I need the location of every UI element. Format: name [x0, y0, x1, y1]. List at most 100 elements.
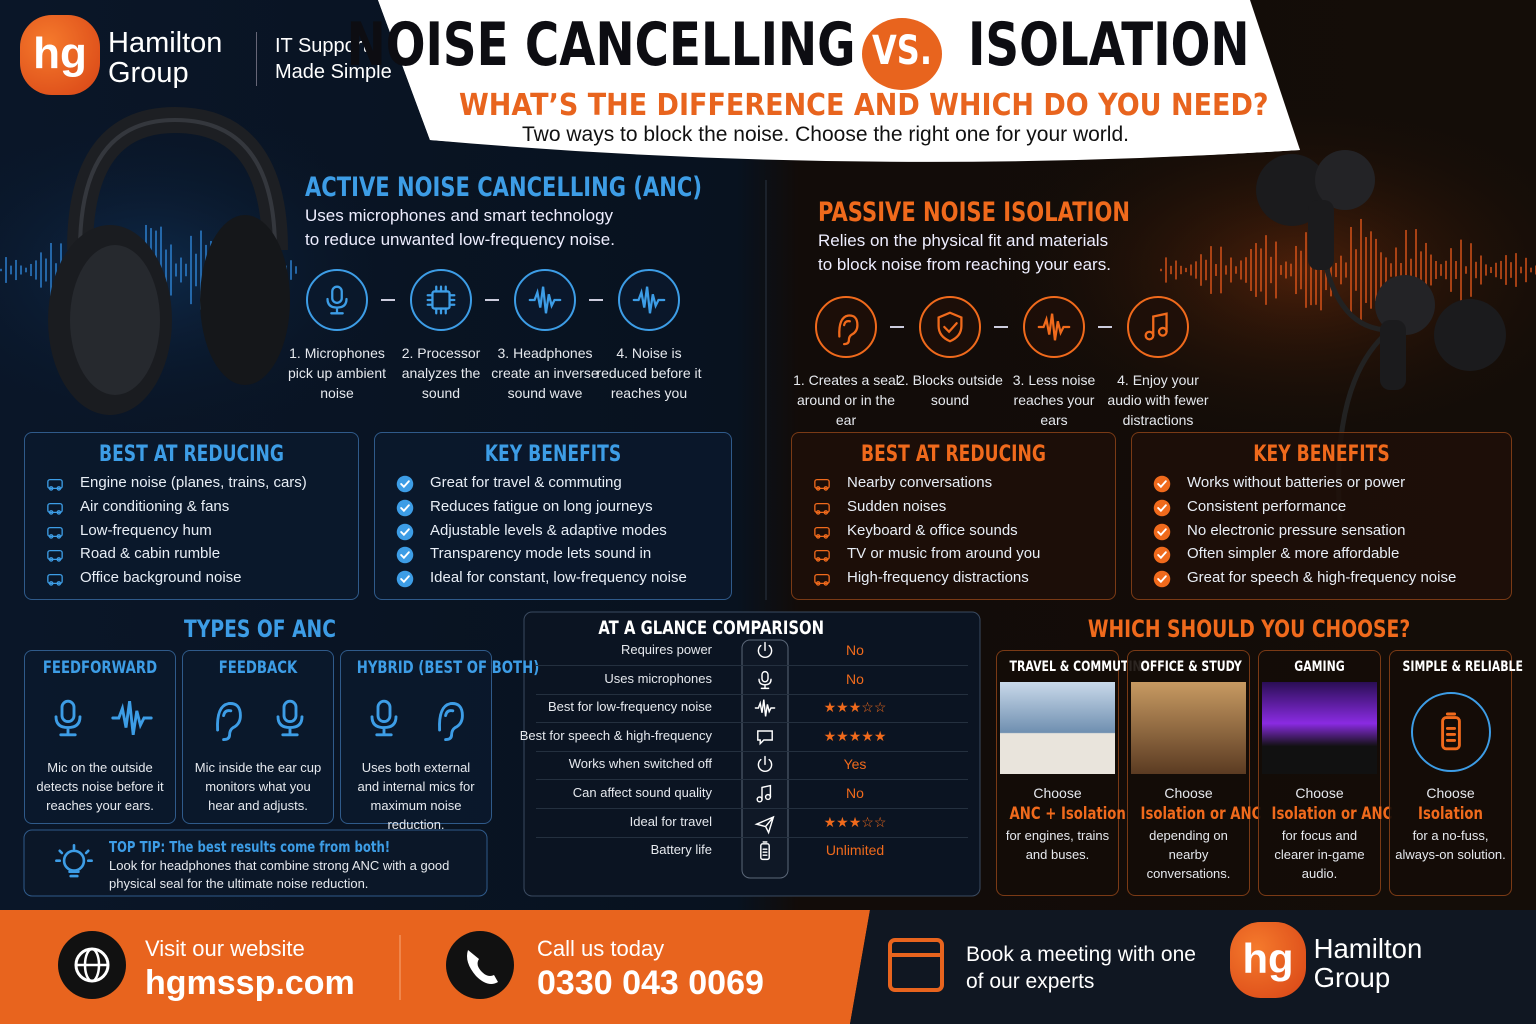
tip-icon-glyph — [55, 843, 93, 878]
choice-prefix: Choose — [1033, 785, 1082, 801]
list-item: Works without batteries or power — [1187, 474, 1406, 491]
choice-prefix: Choose — [1164, 785, 1213, 801]
wave-bar — [1385, 257, 1387, 283]
key-benefits-panel — [1131, 432, 1512, 600]
section-description: Relies on the physical fit and materials — [818, 231, 1109, 250]
step-arrow — [994, 326, 1008, 328]
wave-bar — [1455, 261, 1457, 279]
step-icon-glyph — [1144, 312, 1168, 341]
item-icon-glyph — [47, 574, 63, 586]
step-icon-glyph — [838, 314, 859, 346]
wave-bar — [1210, 246, 1212, 294]
wave-bar — [1530, 267, 1532, 273]
wave-bar — [1515, 253, 1517, 287]
wave-bar — [195, 253, 197, 287]
check-icon — [394, 497, 416, 519]
phone-number[interactable]: 0330 043 0069 — [537, 964, 764, 1002]
step-label: 3. Less noise reaches your ears — [1012, 372, 1096, 428]
choice-image — [1262, 682, 1377, 774]
wave-bar — [1310, 234, 1312, 306]
wave-bar — [40, 252, 42, 288]
wave-bar — [1220, 246, 1222, 294]
wave-bar — [1205, 259, 1207, 281]
step-icon-glyph — [1037, 313, 1071, 341]
type-card — [340, 650, 492, 824]
choice-image — [1131, 682, 1246, 774]
tip-icon — [52, 840, 96, 888]
check-icon — [1151, 473, 1173, 495]
step-icon-glyph — [528, 286, 562, 314]
row-label: Works when switched off — [568, 756, 712, 772]
item-icon-glyph — [47, 526, 63, 539]
step-icon — [618, 269, 680, 331]
wave-bar — [1240, 260, 1242, 280]
wave-bar — [1420, 251, 1422, 289]
list-item: Transparency mode lets sound in — [430, 545, 652, 563]
list-item: Reduces fatigue on long journeys — [430, 497, 653, 515]
logo-name: Hamilton — [108, 27, 223, 59]
wave-bar — [1285, 261, 1287, 279]
row-icon — [753, 753, 777, 777]
section-description: to block noise from reaching your ears. — [818, 255, 1111, 274]
check-icon-glyph — [396, 547, 414, 564]
website-link[interactable]: hgmssp.com — [145, 964, 355, 1002]
tagline: Made Simple — [275, 61, 392, 83]
list-item: Nearby conversations — [847, 474, 993, 491]
logo-mark: hg — [33, 29, 87, 78]
choice-detail: for focus and clearer in-game audio. — [1274, 828, 1365, 881]
step-label: 1. Microphones pick up ambient noise — [287, 345, 387, 401]
logo-mark: hg — [1242, 935, 1294, 983]
phone-label: Call us today — [537, 936, 665, 961]
choice-detail: depending on nearby conversations. — [1146, 828, 1231, 881]
wave-bar — [35, 260, 37, 280]
type-icon — [266, 690, 314, 746]
type-name: FEEDFORWARD — [42, 658, 158, 678]
row-label: Can affect sound quality — [572, 785, 712, 800]
choice-prefix: Choose — [1295, 785, 1344, 801]
wave-bar — [1300, 250, 1302, 290]
type-icon-glyph — [438, 702, 464, 742]
wave-bar — [1345, 262, 1347, 278]
choice-icon-glyph — [1441, 712, 1461, 751]
row-icon — [753, 668, 777, 692]
wave-bar — [1445, 260, 1447, 280]
item-icon-glyph — [47, 550, 63, 563]
wave-bar — [1360, 218, 1362, 322]
wave-bar — [1250, 249, 1252, 291]
step-label: 3. Headphones create an inverse sound wa… — [491, 345, 599, 401]
list-item: Office background noise — [80, 569, 242, 587]
section-description: to reduce unwanted low-frequency noise. — [305, 230, 615, 249]
check-icon — [394, 521, 416, 543]
wave-bar — [1435, 260, 1437, 280]
wave-bar — [200, 230, 202, 310]
wave-bar — [1175, 260, 1177, 280]
wave-bar — [10, 265, 12, 275]
wave-bar — [295, 266, 297, 274]
choice-name: TRAVEL & COMMUTING — [1009, 659, 1151, 675]
list-item: Great for speech & high-frequency noise — [1187, 569, 1457, 587]
row-divider — [536, 693, 968, 695]
list-item: Consistent performance — [1187, 497, 1347, 515]
wave-bar — [1400, 263, 1402, 277]
wave-bar — [290, 260, 292, 280]
wave-bar — [170, 244, 172, 296]
list-item: Engine noise (planes, trains, cars) — [80, 474, 307, 491]
website-label: Visit our website — [145, 936, 305, 961]
wave-bar — [15, 259, 17, 281]
logo-name: Hamilton — [1313, 933, 1423, 965]
wave-bar — [55, 263, 57, 277]
wave-bar — [1215, 264, 1217, 276]
step-icon — [410, 269, 472, 331]
row-value: No — [846, 642, 864, 658]
check-icon-glyph — [1153, 475, 1171, 493]
wave-bar — [1190, 264, 1192, 276]
step-arrow — [589, 299, 603, 301]
item-icon-glyph — [814, 526, 830, 539]
section-heading: TYPES OF ANC — [184, 615, 336, 643]
wave-bar — [1355, 249, 1357, 291]
type-name: FEEDBACK — [218, 658, 298, 678]
row-value: No — [846, 670, 864, 687]
